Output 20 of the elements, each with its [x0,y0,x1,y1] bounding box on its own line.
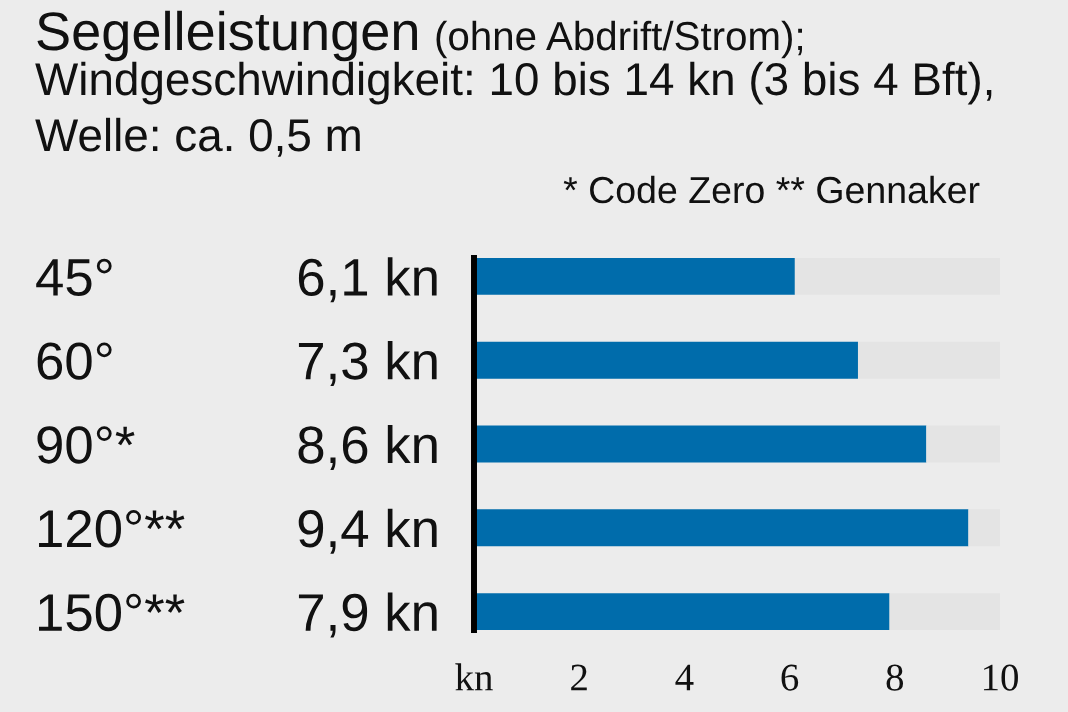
x-tick-label: 6 [781,664,799,691]
chart-title: Segelleistungen [37,10,417,62]
data-label: 7,3 kn [298,341,437,387]
x-tick-label: 10 [983,664,1018,691]
y-tick-label: 90°* [37,426,135,464]
y-tick-label: 120°** [39,510,185,548]
data-label: 6,1 kn [298,257,437,303]
y-tick-label: 45° [36,258,112,297]
chart-subtitle: Windgeschwindigkeit: 10 bis 14 kn (3 bis 4 Bft), Welle: ca. 0,5 m [35,61,992,157]
text: * Code Zero ** Gennaker [563,175,980,204]
y-tick-label: 150°** [39,593,185,632]
y-tick-label: 60° [37,342,112,380]
data-label: 9,4 kn [298,508,437,554]
x-tick-label: 4 [675,664,694,691]
x-tick-label: 8 [886,664,904,691]
x-tick-label: kn [455,663,493,691]
text: (ohne Abdrift/Strom); [436,20,802,59]
data-label: 7,9 kn [298,592,437,638]
data-label: 8,6 kn [298,424,437,470]
x-tick-label: 2 [571,664,587,691]
